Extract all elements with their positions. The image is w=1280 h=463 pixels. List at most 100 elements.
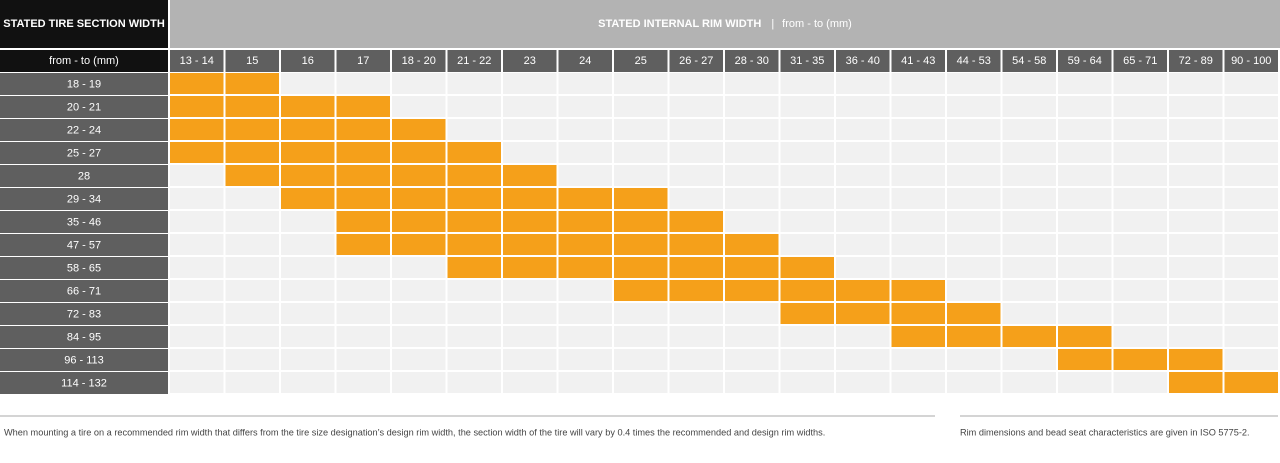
fit-cell [725,280,779,301]
fit-cell [503,188,557,209]
empty-cell [836,326,890,347]
empty-cell [1002,234,1056,255]
empty-cell [836,211,890,232]
empty-cell [1002,73,1056,94]
empty-cell [1058,257,1112,278]
empty-cell [1002,119,1056,140]
empty-cell [225,372,279,393]
column-header: 18 - 20 [402,55,436,67]
column-header: 44 - 53 [957,55,991,67]
empty-cell [1224,73,1278,94]
column-header: 21 - 22 [457,55,491,67]
empty-cell [392,73,446,94]
corner-cell [0,0,168,48]
fit-cell [780,257,834,278]
fit-cell [336,188,390,209]
empty-cell [614,119,668,140]
empty-cell [725,372,779,393]
empty-cell [503,303,557,324]
empty-cell [447,372,501,393]
fit-cell [447,142,501,163]
footnote: When mounting a tire on a recommended ri… [4,427,825,437]
row-header-cell [0,211,168,233]
empty-cell [1002,280,1056,301]
empty-cell [669,142,723,163]
fit-cell [447,165,501,186]
fit-cell [225,73,279,94]
column-header-cell [1058,50,1112,72]
fit-cell [392,142,446,163]
row-header: 72 - 83 [67,308,101,320]
row-header: 20 - 21 [67,101,101,113]
fit-cell [1058,349,1112,370]
empty-cell [336,372,390,393]
fit-cell [281,188,335,209]
row-unit: from - to (mm) [49,55,119,67]
fit-cell [170,73,224,94]
empty-cell [503,349,557,370]
empty-cell [1224,188,1278,209]
empty-cell [1058,119,1112,140]
empty-cell [1058,188,1112,209]
row-header-cell [0,257,168,279]
fit-cell [614,234,668,255]
column-header-cell [447,50,501,72]
empty-cell [780,96,834,117]
empty-cell [1002,257,1056,278]
empty-cell [1002,372,1056,393]
empty-cell [669,303,723,324]
fit-cell [447,188,501,209]
fit-cell [336,234,390,255]
column-header: 65 - 71 [1123,55,1157,67]
empty-cell [503,96,557,117]
empty-cell [836,73,890,94]
empty-cell [503,73,557,94]
empty-cell [947,349,1001,370]
fit-cell [281,119,335,140]
empty-cell [836,96,890,117]
row-header: 29 - 34 [67,193,101,205]
empty-cell [725,142,779,163]
empty-cell [1058,211,1112,232]
fit-cell [1169,349,1223,370]
empty-cell [281,234,335,255]
fit-cell [170,142,224,163]
column-header: 41 - 43 [901,55,935,67]
empty-cell [558,280,612,301]
empty-cell [1113,326,1167,347]
empty-cell [614,349,668,370]
empty-cell [947,280,1001,301]
column-header: 54 - 58 [1012,55,1046,67]
row-header-cell [0,280,168,302]
empty-cell [725,73,779,94]
empty-cell [558,96,612,117]
empty-cell [1002,96,1056,117]
column-header: 23 [524,55,536,67]
fit-cell [281,142,335,163]
empty-cell [891,349,945,370]
column-header-cell [891,50,945,72]
empty-cell [1224,257,1278,278]
fit-cell [780,303,834,324]
empty-cell [336,326,390,347]
empty-cell [447,119,501,140]
empty-cell [947,188,1001,209]
empty-cell [392,303,446,324]
empty-cell [1113,188,1167,209]
empty-cell [1169,73,1223,94]
empty-cell [891,96,945,117]
column-header-cell [225,50,279,72]
empty-cell [1058,96,1112,117]
fit-cell [392,165,446,186]
empty-cell [669,119,723,140]
empty-cell [1224,96,1278,117]
empty-cell [614,326,668,347]
empty-cell [1002,188,1056,209]
empty-cell [225,211,279,232]
fit-cell [170,96,224,117]
fit-cell [947,303,1001,324]
column-header-cell [1113,50,1167,72]
row-header-cell [0,165,168,187]
empty-cell [225,326,279,347]
row-header: 35 - 46 [67,216,101,228]
